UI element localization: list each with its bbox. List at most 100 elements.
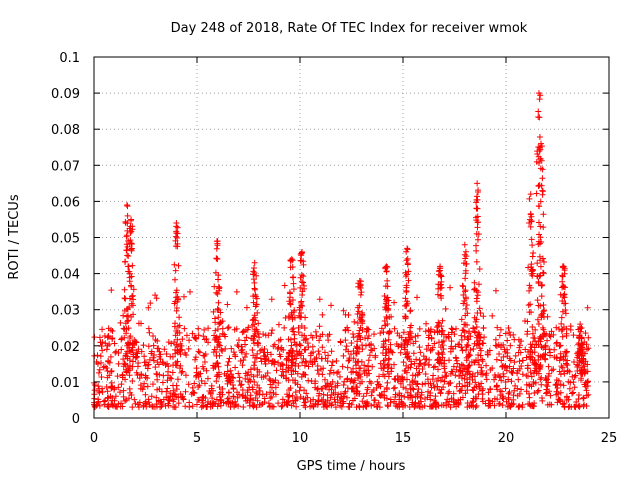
data-point [519, 371, 526, 378]
data-point [294, 370, 301, 377]
data-point [523, 388, 530, 395]
data-point [501, 346, 508, 353]
data-point [536, 231, 543, 238]
y-tick-label: 0 [72, 412, 80, 427]
data-point [386, 348, 393, 355]
data-point [281, 324, 288, 331]
data-point [519, 357, 526, 364]
data-point [560, 382, 567, 389]
data-point [569, 390, 575, 397]
data-point [402, 295, 409, 302]
data-point [281, 282, 288, 289]
data-point [391, 299, 398, 306]
data-point [527, 301, 534, 308]
data-point [448, 368, 455, 375]
data-point [289, 356, 296, 363]
data-point [219, 325, 226, 332]
data-point [534, 297, 541, 304]
data-point [524, 373, 531, 380]
data-point [516, 365, 523, 372]
data-point [269, 327, 276, 334]
data-point [516, 358, 523, 365]
data-point [359, 309, 366, 316]
data-point [115, 349, 122, 356]
data-point [225, 358, 232, 365]
data-point [441, 378, 448, 385]
data-point [366, 378, 373, 385]
data-point [546, 388, 553, 395]
data-point [514, 385, 521, 392]
data-point [126, 348, 133, 355]
data-point [224, 368, 231, 375]
data-point [216, 321, 223, 328]
data-point [481, 334, 488, 341]
data-point [536, 96, 543, 103]
data-point [538, 140, 545, 147]
data-point [224, 377, 231, 384]
data-point [415, 363, 422, 370]
data-point [386, 371, 393, 378]
data-point [414, 294, 421, 301]
data-point [138, 348, 145, 355]
data-point [150, 342, 157, 349]
data-point [459, 282, 466, 289]
data-point [251, 365, 258, 372]
data-point [578, 352, 585, 359]
data-point [316, 323, 323, 330]
data-point [265, 400, 272, 407]
data-point [545, 372, 552, 379]
data-point [252, 286, 259, 293]
data-point [193, 401, 200, 408]
data-point [250, 337, 257, 344]
data-point [525, 348, 532, 355]
data-point [124, 203, 131, 210]
data-point [300, 355, 307, 362]
data-point [474, 340, 481, 347]
data-point [177, 391, 184, 398]
data-point [563, 349, 570, 356]
data-point [251, 328, 258, 335]
data-point [415, 386, 422, 393]
data-point [527, 369, 534, 376]
data-point [198, 377, 205, 384]
data-point [378, 325, 385, 332]
data-point [183, 352, 190, 359]
data-point [283, 399, 290, 406]
data-point [495, 372, 502, 379]
data-point [460, 362, 467, 369]
data-point [363, 390, 370, 397]
data-point [355, 330, 362, 337]
data-point [477, 345, 484, 352]
data-point [384, 277, 391, 284]
data-point [476, 383, 483, 390]
data-point [537, 156, 544, 163]
data-point [278, 403, 285, 410]
data-point [121, 397, 128, 404]
data-point [215, 299, 222, 306]
data-point [440, 338, 447, 345]
data-point [124, 243, 131, 250]
data-point [171, 261, 178, 268]
data-point [284, 391, 291, 398]
data-point [370, 386, 377, 393]
data-point [399, 376, 406, 383]
data-point [458, 332, 465, 339]
data-point [107, 353, 114, 360]
data-point [487, 366, 494, 373]
data-point [230, 349, 237, 356]
data-point [479, 340, 486, 347]
data-point [442, 369, 449, 376]
data-point [235, 337, 242, 344]
data-point [250, 276, 257, 283]
data-point [327, 394, 334, 401]
data-point [215, 336, 222, 343]
data-point [120, 393, 127, 400]
data-point [474, 219, 481, 226]
data-point [335, 391, 342, 398]
data-point [126, 304, 133, 311]
data-point [382, 322, 389, 329]
data-point [537, 198, 544, 205]
data-point [443, 399, 450, 406]
data-point [547, 352, 554, 359]
data-point [524, 318, 531, 325]
